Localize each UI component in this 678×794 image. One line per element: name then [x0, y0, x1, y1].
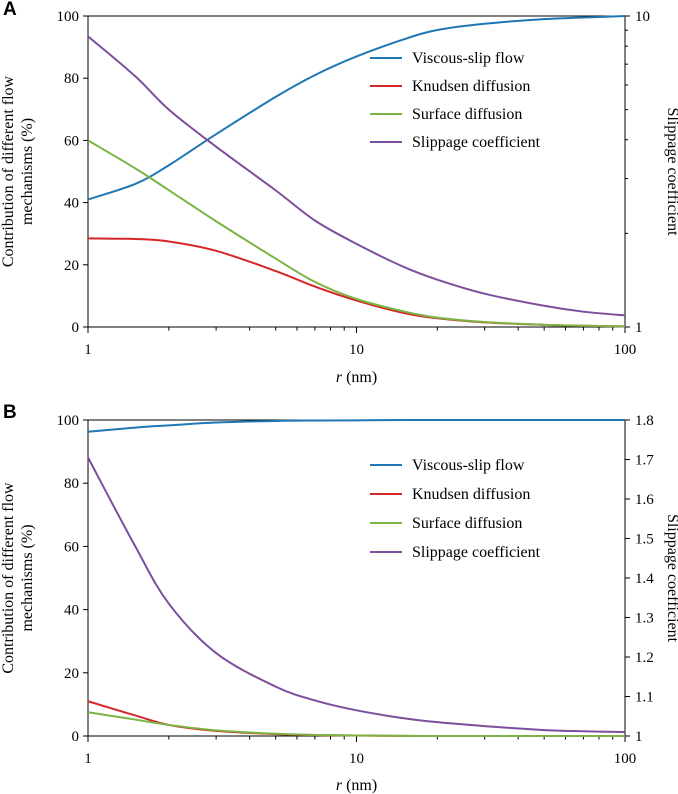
series-line-surface-diffusion	[87, 711, 625, 738]
y-tick-label: 20	[64, 666, 79, 682]
x-axis-label-unit: (nm)	[342, 777, 377, 794]
y-tick-label: 80	[64, 71, 79, 87]
y-tick-label: 0	[72, 320, 80, 336]
y-tick-label: 40	[64, 603, 79, 619]
x-axis-label: r (nm)	[336, 369, 377, 386]
y-axis-label-line: mechanisms (%)	[19, 118, 36, 225]
legend: Viscous-slip flow Knudsen diffusion Surfac…	[370, 457, 541, 561]
series-line-surface-diffusion	[87, 139, 626, 328]
series-line-knudsen-diffusion	[87, 237, 626, 328]
series-line-viscous-slip-flow	[87, 15, 626, 201]
y-axis-label-line: mechanisms (%)	[19, 524, 36, 631]
series-line-viscous-slip-flow	[87, 418, 625, 433]
legend-label-viscous-slip-flow: Viscous-slip flow	[412, 50, 525, 67]
x-axis-label-var: r	[336, 369, 343, 386]
x-axis-label: r (nm)	[336, 777, 377, 794]
series-line-slippage-coefficient	[87, 35, 626, 317]
y-tick-label: 100	[57, 9, 80, 25]
y-tick-label: 0	[72, 729, 80, 745]
x-tick-label: 100	[614, 751, 637, 767]
y2-tick-label: 10	[635, 9, 650, 25]
y2-axis-label: Slippage coefficient	[664, 107, 678, 236]
y2-tick-label: 1	[635, 320, 643, 336]
legend-label-viscous-slip-flow: Viscous-slip flow	[412, 457, 525, 474]
x-tick-label: 100	[614, 342, 637, 358]
series-line-slippage-coefficient	[87, 457, 626, 734]
x-axis-label-var: r	[336, 777, 343, 794]
x-tick-label: 1	[84, 751, 92, 767]
y2-tick-label: 1	[635, 729, 643, 745]
plot-frame	[87, 15, 626, 328]
y-axis-label-line: Contribution of different flow	[0, 482, 17, 674]
y2-tick-label: 1.3	[635, 611, 654, 627]
chart-panel-a: A 0 20 40 60 80 100 1 10 1 10 100 r (nm) Contribution…	[0, 0, 678, 386]
x-tick-label: 1	[84, 342, 92, 358]
legend-label-knudsen-diffusion: Knudsen diffusion	[412, 78, 530, 95]
y-tick-label: 80	[64, 476, 79, 492]
legend-label-slippage-coefficient: Slippage coefficient	[412, 544, 541, 561]
legend-label-surface-diffusion: Surface diffusion	[412, 106, 522, 123]
y2-axis-label: Slippage coefficient	[664, 514, 678, 643]
y2-tick-label: 1.8	[635, 413, 654, 429]
y-tick-label: 60	[64, 133, 79, 149]
y-axis-label-line: Contribution of different flow	[0, 75, 17, 267]
legend: Viscous-slip flow Knudsen diffusion Surfac…	[370, 50, 541, 151]
y-tick-label: 20	[64, 258, 79, 274]
y2-tick-label: 1.5	[635, 532, 654, 548]
panel-label: B	[3, 402, 17, 423]
x-tick-label: 10	[349, 751, 364, 767]
legend-label-knudsen-diffusion: Knudsen diffusion	[412, 486, 530, 503]
legend-label-surface-diffusion: Surface diffusion	[412, 515, 522, 532]
y2-tick-label: 1.4	[635, 571, 654, 587]
y2-tick-label: 1.2	[635, 650, 654, 666]
y2-tick-label: 1.7	[635, 453, 654, 469]
x-tick-label: 10	[349, 342, 364, 358]
y-tick-label: 40	[64, 196, 79, 212]
legend-label-slippage-coefficient: Slippage coefficient	[412, 134, 541, 151]
plot-frame	[87, 419, 626, 737]
chart-panel-b: B 0 20 40 60 80 100 1 1.1 1.2 1.3 1.4 1.5 1.6 1.7 1.8 1 1…	[0, 402, 678, 794]
x-axis-label-unit: (nm)	[342, 369, 377, 386]
y2-tick-label: 1.6	[635, 492, 654, 508]
y-tick-label: 60	[64, 539, 79, 555]
y2-tick-label: 1.1	[635, 690, 654, 706]
panel-label: A	[3, 0, 17, 20]
y-tick-label: 100	[57, 413, 80, 429]
